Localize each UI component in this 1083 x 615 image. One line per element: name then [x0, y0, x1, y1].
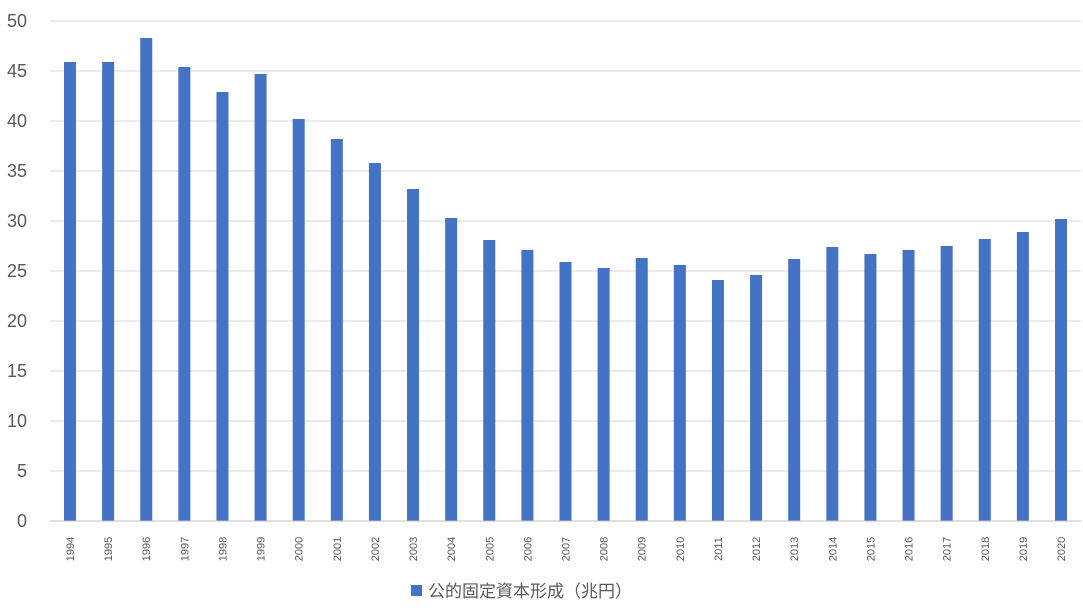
bar-1995	[102, 62, 115, 521]
bars	[64, 38, 1067, 521]
x-tick-label: 2006	[522, 537, 534, 561]
x-tick-label: 2015	[865, 537, 877, 561]
y-tick-label: 10	[7, 411, 27, 431]
y-tick-label: 35	[7, 161, 27, 181]
legend-label: 公的固定資本形成（兆円）	[428, 582, 632, 602]
y-tick-label: 30	[7, 211, 27, 231]
x-tick-label: 2016	[904, 537, 916, 561]
x-tick-label: 2005	[484, 537, 496, 561]
bar-2015	[864, 254, 877, 521]
bar-2012	[750, 275, 763, 521]
bar-2005	[483, 240, 496, 521]
bar-2017	[940, 246, 953, 521]
bar-2011	[711, 280, 724, 521]
x-tick-label: 2003	[408, 537, 420, 561]
x-tick-label: 2004	[446, 537, 458, 561]
x-tick-label: 2012	[751, 537, 763, 561]
bar-2014	[826, 247, 839, 521]
y-tick-label: 25	[7, 261, 27, 281]
legend-swatch	[411, 585, 422, 596]
bar-1997	[178, 67, 191, 521]
x-tick-label: 2010	[675, 537, 687, 561]
x-tick-label: 1996	[141, 537, 153, 561]
bar-2007	[559, 262, 572, 521]
bar-2013	[788, 259, 801, 521]
x-tick-label: 1997	[179, 537, 191, 561]
x-tick-label: 1995	[103, 537, 115, 561]
y-tick-label: 40	[7, 111, 27, 131]
y-tick-label: 50	[7, 11, 27, 31]
bar-2019	[1016, 232, 1029, 521]
x-tick-label: 2017	[942, 537, 954, 561]
bar-2009	[635, 258, 648, 521]
y-tick-label: 5	[17, 461, 27, 481]
bar-2001	[330, 139, 343, 521]
bar-2006	[521, 250, 534, 521]
bar-1994	[64, 62, 76, 521]
x-tick-label: 2018	[980, 537, 992, 561]
bar-2004	[445, 218, 458, 521]
bar-2003	[407, 189, 420, 521]
x-tick-label: 2013	[789, 537, 801, 561]
x-tick-label: 2000	[294, 537, 306, 561]
bar-2002	[368, 163, 381, 521]
bar-1996	[140, 38, 153, 521]
legend: 公的固定資本形成（兆円）	[411, 582, 632, 602]
x-tick-label: 2009	[637, 537, 649, 561]
x-axis-ticks: 1994 1995 1996 1997 1998 1999 2000 2001 2002 2003…	[65, 537, 1068, 561]
x-tick-label: 2002	[370, 537, 382, 561]
bar-2020	[1055, 219, 1067, 521]
y-tick-label: 20	[7, 311, 27, 331]
x-tick-label: 1998	[217, 537, 229, 561]
y-tick-label: 45	[7, 61, 27, 81]
x-tick-label: 2008	[599, 537, 611, 561]
x-tick-label: 2019	[1018, 537, 1030, 561]
bar-2000	[292, 119, 305, 521]
y-tick-label: 0	[17, 511, 27, 531]
x-tick-label: 1999	[256, 537, 268, 561]
bar-2008	[597, 268, 610, 521]
x-tick-label: 2014	[827, 537, 839, 561]
bar-2010	[673, 265, 686, 521]
bar-1998	[216, 92, 229, 521]
y-tick-label: 15	[7, 361, 27, 381]
bar-2018	[978, 239, 991, 521]
x-tick-label: 2007	[561, 537, 573, 561]
x-tick-label: 2011	[713, 537, 725, 561]
bar-1999	[254, 74, 267, 521]
x-tick-label: 2001	[332, 537, 344, 561]
bar-2016	[902, 250, 915, 521]
x-tick-label: 1994	[65, 537, 77, 561]
y-axis-ticks: 0 5 10 15 20 25 30 35 40 45 50	[7, 11, 27, 531]
x-tick-label: 2020	[1056, 537, 1068, 561]
